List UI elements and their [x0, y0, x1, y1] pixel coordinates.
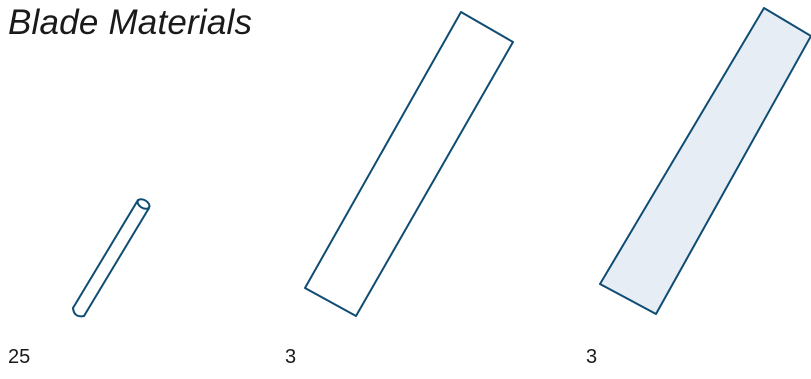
page-title: Blade Materials — [8, 3, 253, 42]
rod-illustration — [72, 198, 151, 318]
sheet-count: 3 — [586, 346, 598, 368]
strip-count: 3 — [285, 346, 297, 368]
sheet-illustration — [599, 7, 811, 315]
rod-count: 25 — [8, 346, 31, 368]
strip-illustration — [304, 11, 514, 317]
